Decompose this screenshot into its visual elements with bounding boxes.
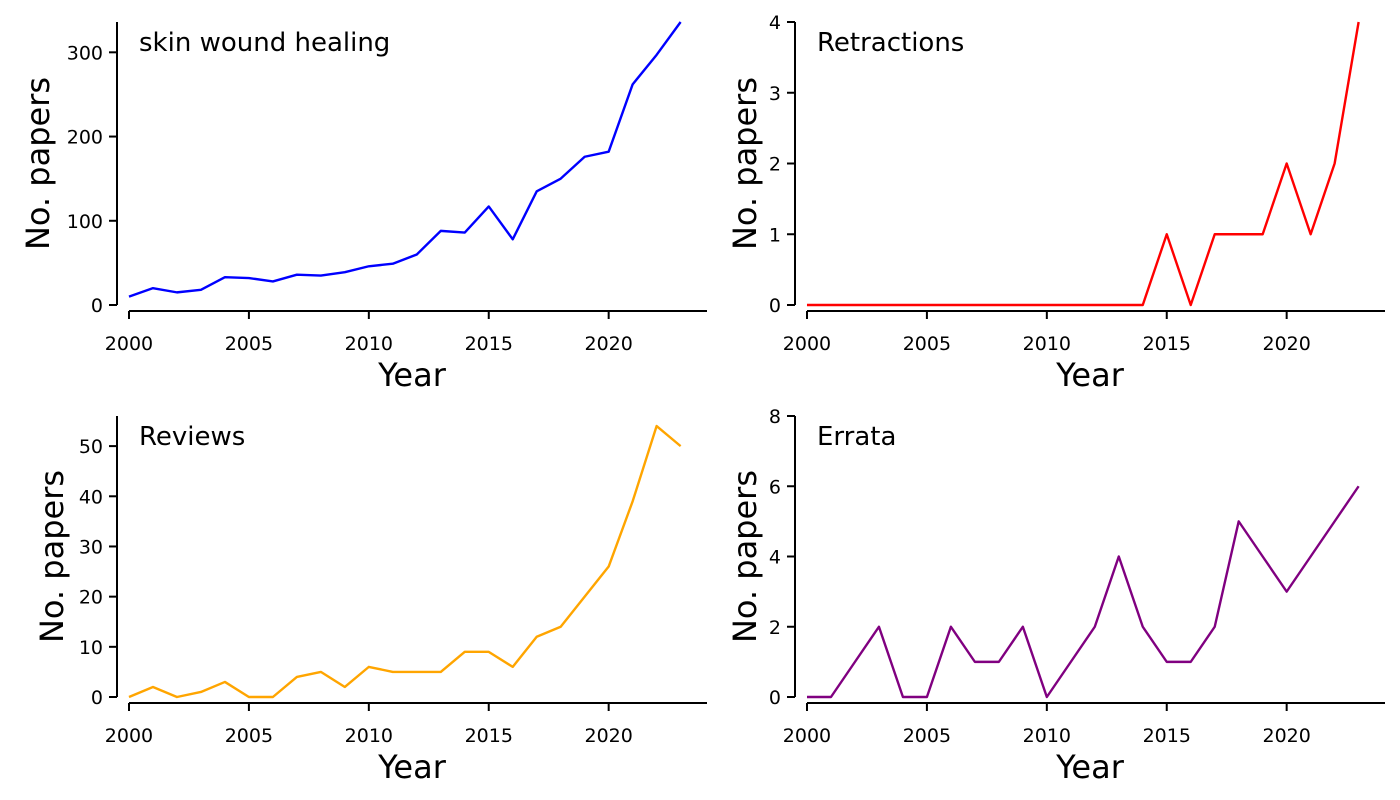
y-tick-label: 20 [79, 587, 103, 609]
x-axis-label: Year [1055, 748, 1125, 786]
y-tick-label: 8 [769, 406, 781, 428]
x-tick-label: 2005 [225, 333, 273, 355]
y-tick-label: 10 [79, 637, 103, 659]
y-tick-label: 6 [769, 476, 781, 498]
x-tick-label: 2000 [105, 333, 153, 355]
y-tick-label: 50 [79, 436, 103, 458]
y-tick-label: 2 [769, 154, 781, 176]
series-line [128, 424, 682, 699]
x-tick-label: 2020 [1262, 333, 1310, 355]
y-tick-label: 40 [79, 486, 103, 508]
chart-panel-4: 0 2 4 6 8 2000 2005 2010 2015 2020 Year No. papers E… [726, 406, 1385, 786]
chart-panel-1: 0 100 200 300 2000 2005 2010 2015 2020 Year No. pa… [19, 21, 707, 394]
y-tick-label: 4 [769, 12, 781, 34]
x-tick-label: 2005 [903, 725, 951, 747]
x-tick-label: 2010 [345, 333, 393, 355]
y-tick-label: 1 [769, 224, 781, 246]
x-tick-label: 2000 [783, 333, 831, 355]
chart-panel-2: 0 1 2 3 4 2000 2005 2010 2015 2020 Year No. papers R… [726, 12, 1385, 394]
x-tick-label: 2000 [105, 725, 153, 747]
x-tick-label: 2010 [1023, 333, 1071, 355]
x-tick-label: 2010 [345, 725, 393, 747]
x-tick-label: 2015 [1143, 725, 1191, 747]
x-tick-label: 2015 [465, 725, 513, 747]
x-tick-label: 2020 [584, 333, 632, 355]
series-line [806, 485, 1360, 699]
series-line [806, 21, 1360, 307]
y-tick-label: 200 [67, 127, 103, 149]
y-tick-label: 4 [769, 547, 781, 569]
y-tick-label: 30 [79, 536, 103, 558]
y-axis-label: No. papers [726, 77, 764, 250]
x-tick-label: 2015 [465, 333, 513, 355]
y-tick-label: 3 [769, 83, 781, 105]
y-axis-label: No. papers [19, 77, 57, 250]
y-tick-label: 0 [91, 295, 103, 317]
panel-title: skin wound healing [139, 28, 390, 58]
y-tick-label: 0 [91, 687, 103, 709]
panel-title: Retractions [817, 28, 964, 58]
chart-panel-3: 0 10 20 30 40 50 2000 2005 2010 2015 2020 Year No. p… [33, 416, 707, 786]
x-tick-label: 2005 [903, 333, 951, 355]
x-axis-label: Year [377, 748, 447, 786]
panel-title: Reviews [139, 422, 245, 452]
x-tick-label: 2020 [1262, 725, 1310, 747]
x-tick-label: 2020 [584, 725, 632, 747]
x-tick-label: 2015 [1143, 333, 1191, 355]
x-tick-label: 2005 [225, 725, 273, 747]
y-tick-label: 0 [769, 295, 781, 317]
y-axis-label: No. papers [726, 470, 764, 643]
panel-title: Errata [817, 422, 896, 452]
x-axis-label: Year [377, 356, 447, 394]
y-axis-label: No. papers [33, 470, 71, 643]
y-tick-label: 100 [67, 211, 103, 233]
y-tick-label: 0 [769, 687, 781, 709]
x-tick-label: 2000 [783, 725, 831, 747]
x-axis-label: Year [1055, 356, 1125, 394]
x-tick-label: 2010 [1023, 725, 1071, 747]
series-line [128, 21, 682, 298]
y-tick-label: 300 [67, 42, 103, 64]
y-tick-label: 2 [769, 617, 781, 639]
